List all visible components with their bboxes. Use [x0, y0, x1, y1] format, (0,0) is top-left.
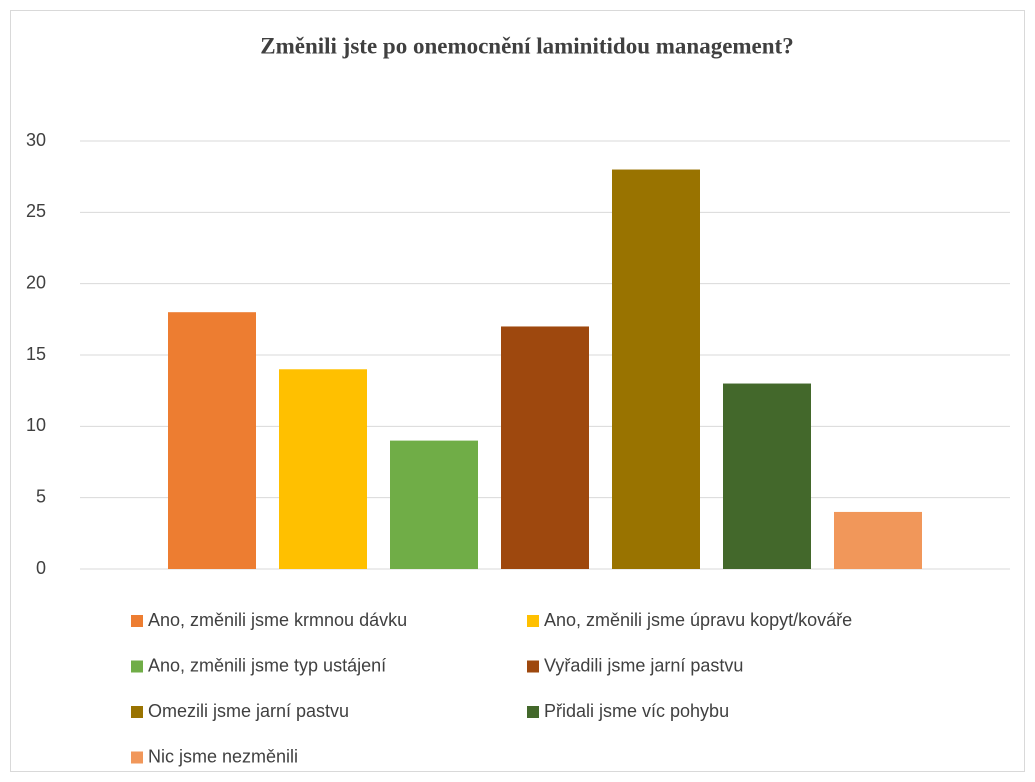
bar [501, 326, 589, 569]
y-tick-label: 30 [26, 130, 46, 150]
legend-swatch [131, 706, 143, 718]
y-tick-label: 10 [26, 415, 46, 435]
bar [723, 383, 811, 569]
bar [168, 312, 256, 569]
legend-label: Ano, změnili jsme krmnou dávku [148, 610, 407, 630]
legend-swatch [131, 615, 143, 627]
legend-label: Ano, změnili jsme typ ustájení [148, 655, 386, 675]
chart-title: Změnili jste po onemocnění laminitidou m… [260, 33, 793, 58]
y-tick-label: 20 [26, 272, 46, 292]
legend-swatch [527, 706, 539, 718]
bar [612, 169, 700, 570]
bar [279, 369, 367, 569]
bar [390, 440, 478, 569]
legend-label: Omezili jsme jarní pastvu [148, 701, 349, 721]
legend-swatch [527, 660, 539, 673]
y-tick-label: 15 [26, 344, 46, 364]
bar [834, 511, 922, 569]
legend-swatch [131, 660, 143, 673]
legend-swatch [527, 615, 539, 627]
y-tick-label: 25 [26, 201, 46, 221]
legend-label: Vyřadili jsme jarní pastvu [544, 655, 743, 675]
legend-label: Ano, změnili jsme úpravu kopyt/kováře [544, 610, 852, 630]
legend-label: Přidali jsme víc pohybu [544, 701, 729, 721]
legend-label: Nic jsme nezměnili [148, 746, 298, 766]
y-tick-label: 5 [36, 486, 46, 506]
y-tick-label: 0 [36, 558, 46, 578]
legend-swatch [131, 751, 143, 764]
